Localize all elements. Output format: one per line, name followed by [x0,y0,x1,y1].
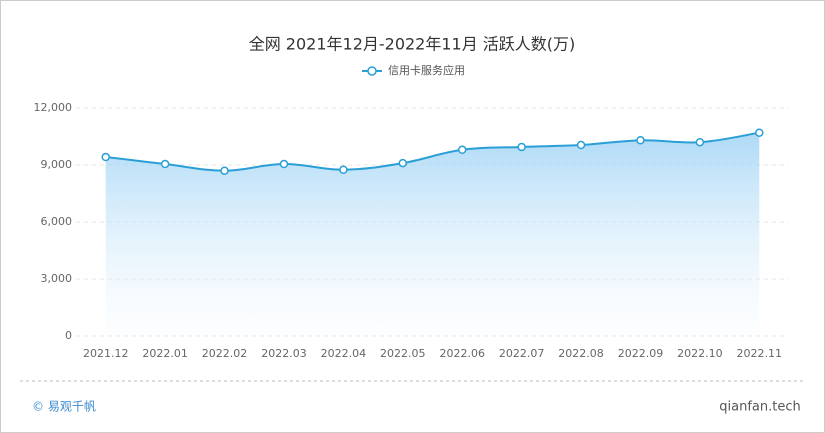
point [279,159,289,169]
y-tick-label: 3,000 [41,272,73,285]
point [457,145,467,155]
x-tick-label: 2022.05 [380,347,426,360]
y-tick-label: 6,000 [41,215,73,228]
x-tick-label: 2021.12 [83,347,129,360]
point [220,166,229,175]
x-tick-label: 2022.02 [202,347,248,360]
x-tick-label: 2022.03 [261,347,307,360]
point [695,137,705,147]
x-tick-label: 2022.09 [618,347,664,360]
point [636,136,645,145]
area [105,132,760,336]
x-tick-label: 2022.01 [142,347,188,360]
footer-brand: © 易观千帆 [32,399,96,414]
point [755,128,764,137]
x-tick-label: 2022.11 [737,347,783,360]
point [576,140,586,150]
legend-marker [367,66,377,76]
y-tick-label: 9,000 [41,158,73,171]
x-tick-label: 2022.04 [321,347,367,360]
x-tick-label: 2022.10 [677,347,723,360]
point [398,158,408,168]
x-tick-label: 2022.06 [439,347,485,360]
point [101,152,110,162]
y-tick-label: 0 [65,329,72,342]
line [105,131,760,172]
point [160,159,170,169]
point [339,165,348,174]
x-tick-label: 2022.07 [499,347,545,360]
y-tick-label: 12,000 [34,101,73,114]
legend-label: 信用卡服务应用 [388,63,465,77]
footer-site: qianfan.tech [719,400,800,415]
point [517,142,526,152]
chart-title: 全网 2021年12月-2022年11月 活跃人数(万) [249,35,576,54]
x-tick-label: 2022.08 [558,347,604,360]
